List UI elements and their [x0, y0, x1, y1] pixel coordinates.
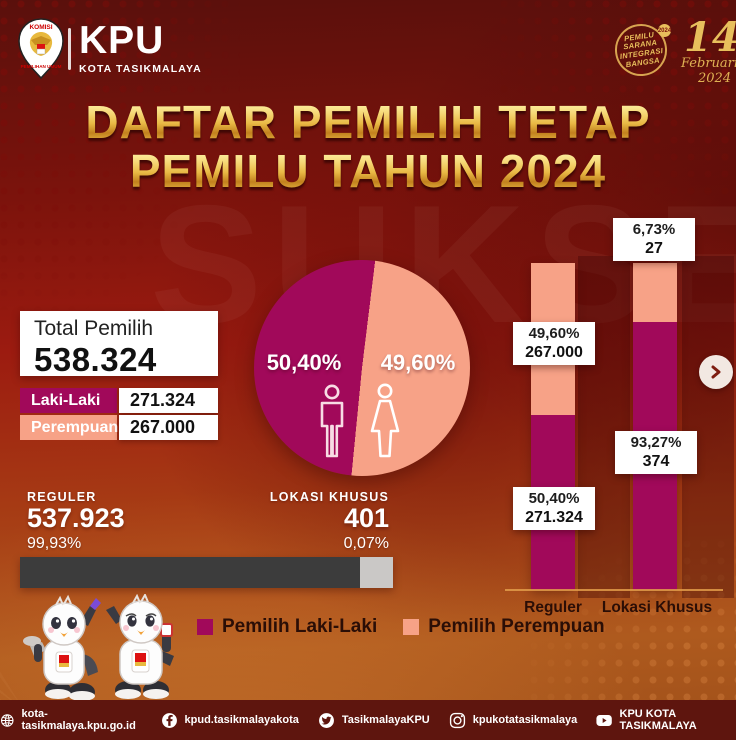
female-icon	[370, 383, 400, 458]
org-subtitle: KOTA TASIKMALAYA	[79, 63, 202, 75]
kpu-emblem-icon: KOMISI PEMILIHAN UMUM	[18, 18, 64, 80]
summary-reguler-value: 537.923	[27, 503, 125, 533]
footer-twitter-link[interactable]: TasikmalayaKPU	[318, 712, 430, 729]
legend-item-female: Pemilih Perempuan	[403, 616, 605, 638]
footer-website-link[interactable]: kota-tasikmalaya.kpu.go.id	[0, 708, 142, 732]
summary-lokasi-label: LOKASI KHUSUS	[269, 490, 389, 504]
total-voters-value: 538.324	[34, 341, 157, 378]
legend-item-male: Pemilih Laki-Laki	[197, 616, 377, 638]
female-row-label: Perempuan	[20, 415, 118, 440]
twitter-icon	[318, 712, 334, 728]
instagram-icon	[449, 712, 465, 728]
org-name: KPU	[79, 19, 165, 62]
summary-reguler-label: REGULER	[27, 490, 97, 504]
chart-legend: Pemilih Laki-Laki Pemilih Perempuan	[197, 616, 605, 638]
mascot-right	[106, 594, 174, 699]
slogan-badge-dot: 2024	[658, 24, 671, 37]
page-title-line1: DAFTAR PEMILIH TETAP	[0, 99, 736, 146]
bar-shadow-band	[682, 256, 734, 598]
gender-pie-chart: 50,40% 49,60%	[254, 260, 470, 476]
bar-lokasi-female-segment	[633, 263, 677, 322]
progress-reguler-segment	[20, 557, 360, 588]
footer-instagram-link[interactable]: kpukotatasikmalaya	[449, 712, 577, 729]
summary-lokasi-percent: 0,07%	[343, 534, 389, 552]
facebook-icon	[161, 712, 177, 728]
date-year: 2024	[698, 71, 732, 86]
bar-lokasi-khusus	[633, 263, 677, 590]
footer-youtube-link[interactable]: KPU KOTA TASIKMALAYA	[596, 708, 736, 732]
svg-text:PEMILIHAN UMUM: PEMILIHAN UMUM	[21, 64, 62, 69]
svg-text:KOMISI: KOMISI	[29, 24, 52, 31]
footer-social-bar: kota-tasikmalaya.kpu.go.id kpud.tasikmal…	[0, 700, 736, 740]
total-voters-box: Total Pemilih 538.324	[20, 311, 218, 378]
summary-reguler-percent: 99,93%	[27, 534, 82, 552]
chevron-right-icon	[711, 365, 721, 379]
date-month: Februari	[681, 56, 736, 71]
progress-lokasi-segment	[360, 557, 393, 588]
legend-male-swatch	[197, 619, 213, 635]
legend-female-swatch	[403, 619, 420, 635]
mascot-left	[23, 594, 101, 701]
bar-label-reguler-male: 50,40% 271.324	[513, 487, 595, 531]
table-row: Laki-Laki 271.324	[20, 388, 218, 413]
dot-pattern-top-right	[500, 0, 736, 200]
pie-female-percent: 49,60%	[380, 350, 456, 375]
globe-icon	[0, 713, 14, 727]
reguler-vs-lokasi-progress-bar	[20, 557, 393, 588]
bar-label-reguler-female: 49,60% 267.000	[513, 322, 595, 366]
bar-chart-baseline	[505, 589, 723, 591]
male-icon	[320, 384, 344, 458]
header-divider	[68, 28, 71, 70]
bar-label-lokasi-female: 6,73% 27	[613, 218, 695, 262]
axis-label-reguler: Reguler	[524, 599, 582, 616]
bar-shadow-band	[578, 256, 630, 598]
date-day: 14	[684, 14, 736, 61]
female-row-value: 267.000	[119, 415, 218, 440]
bar-reguler	[531, 263, 575, 590]
pie-male-percent: 50,40%	[266, 350, 342, 375]
carousel-next-button[interactable]	[699, 355, 733, 389]
table-row: Perempuan 267.000	[20, 415, 218, 440]
male-row-label: Laki-Laki	[20, 388, 117, 413]
summary-lokasi-value: 401	[343, 503, 389, 533]
page-title-line2: PEMILU TAHUN 2024	[0, 148, 736, 195]
male-row-value: 271.324	[119, 388, 218, 413]
kpu-mascots	[23, 594, 174, 701]
bar-label-lokasi-male: 93,27% 374	[615, 431, 697, 475]
axis-label-lokasi-khusus: Lokasi Khusus	[601, 599, 713, 616]
footer-facebook-link[interactable]: kpud.tasikmalayakota	[161, 712, 299, 729]
total-voters-label: Total Pemilih	[34, 317, 154, 340]
youtube-icon	[596, 714, 613, 726]
